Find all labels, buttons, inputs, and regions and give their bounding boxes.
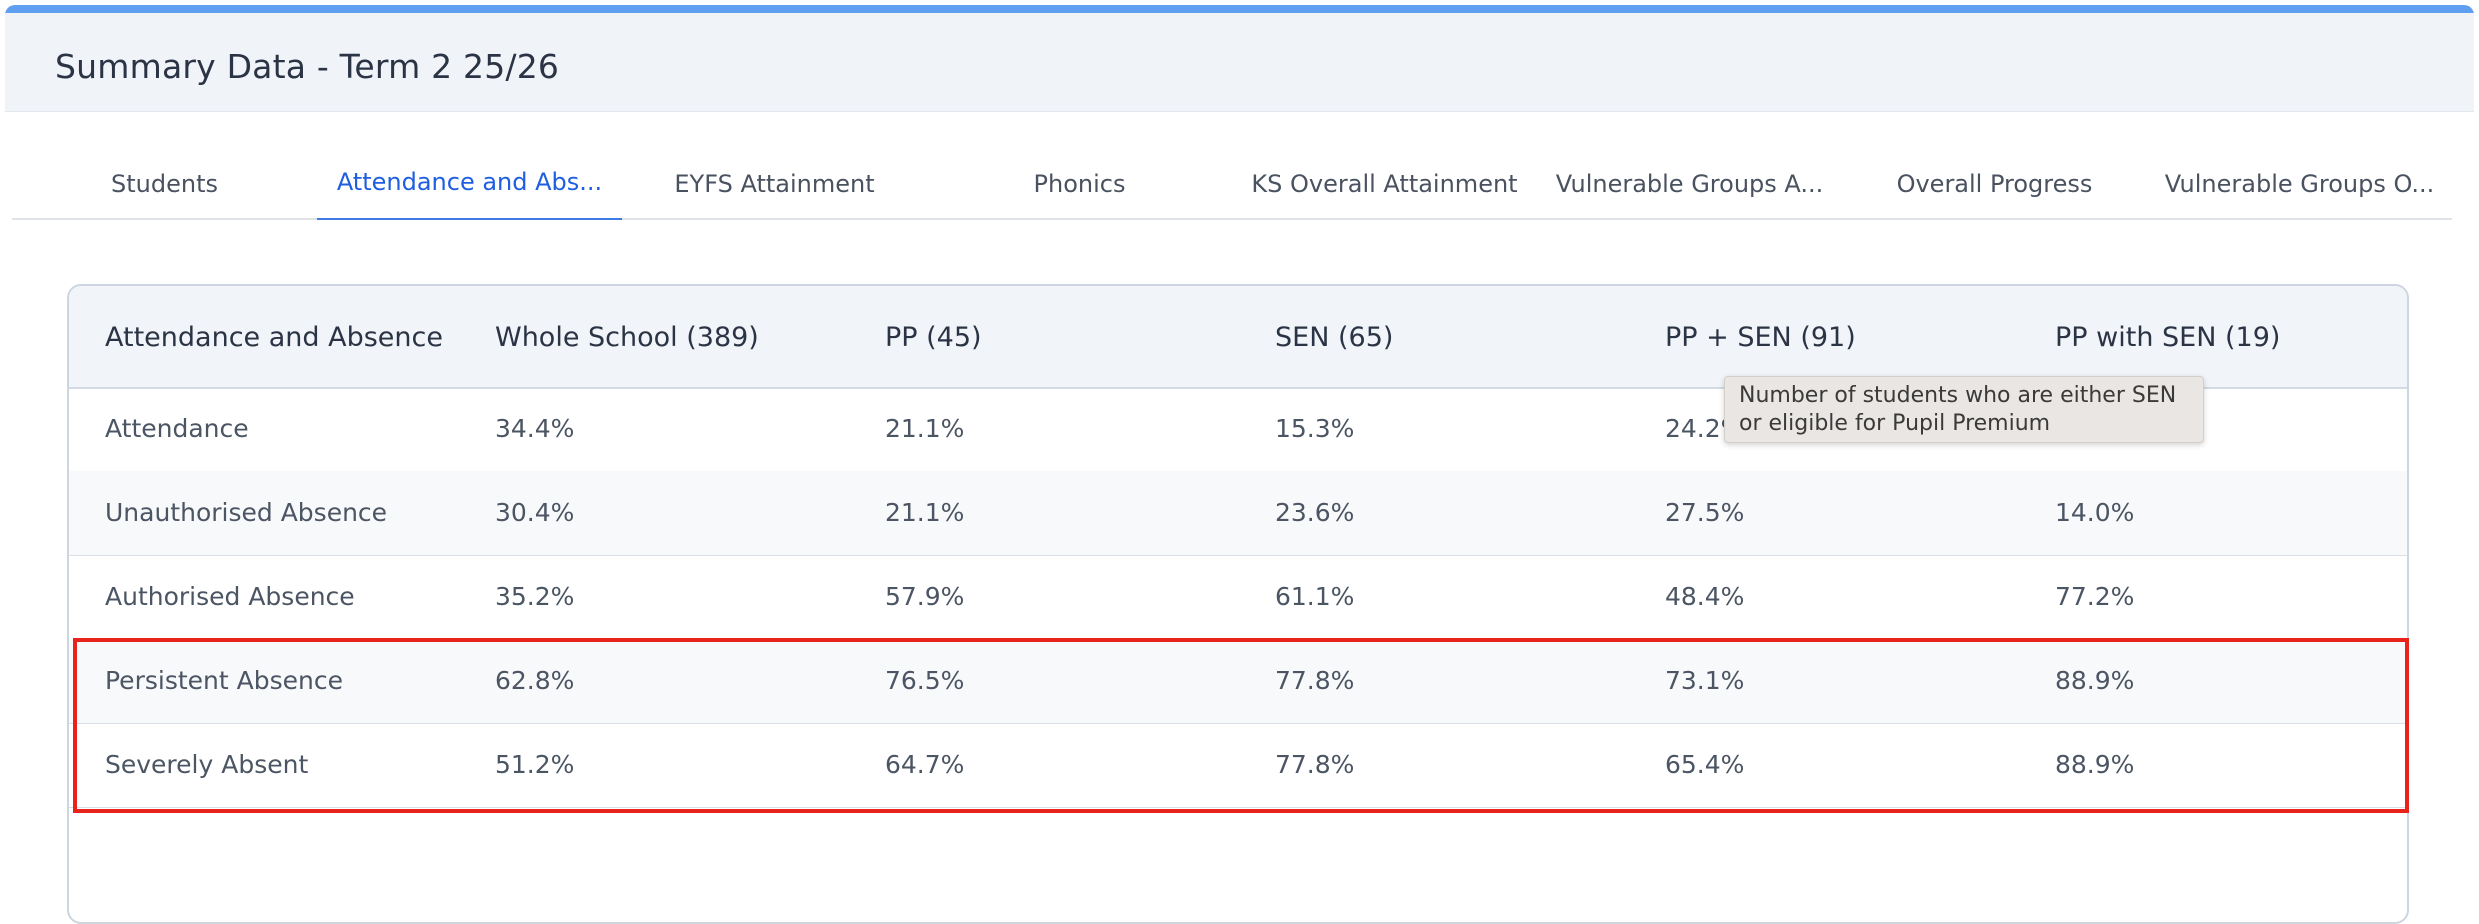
table-cell: 77.2% (2055, 582, 2135, 611)
column-header: Whole School (389) (495, 322, 759, 353)
table-cell: 57.9% (885, 582, 965, 611)
table-cell: Unauthorised Absence (105, 498, 388, 527)
table-row: Unauthorised Absence 30.4% 21.1% 23.6% 2… (69, 471, 2407, 556)
column-header: Attendance and Absence (105, 322, 443, 353)
table-row: Severely Absent 51.2% 64.7% 77.8% 65.4% … (69, 723, 2407, 808)
table-cell: 51.2% (495, 750, 575, 779)
table-cell: 15.3% (1275, 414, 1355, 443)
table-cell: 21.1% (885, 498, 965, 527)
column-header: SEN (65) (1275, 322, 1394, 353)
tab-phonics[interactable]: Phonics (927, 150, 1232, 220)
table-cell: 77.8% (1275, 750, 1355, 779)
table-cell: Authorised Absence (105, 582, 355, 611)
table-row: Authorised Absence 35.2% 57.9% 61.1% 48.… (69, 555, 2407, 640)
table-cell: 64.7% (885, 750, 965, 779)
table-cell: 88.9% (2055, 666, 2135, 695)
table-cell: 35.2% (495, 582, 575, 611)
table-cell: 76.5% (885, 666, 965, 695)
table-cell: Attendance (105, 414, 249, 443)
tab-ks-overall-attainment[interactable]: KS Overall Attainment (1232, 150, 1537, 220)
tab-attendance-and-absence[interactable]: Attendance and Abs... (317, 150, 622, 220)
table-row: Persistent Absence 62.8% 76.5% 77.8% 73.… (69, 639, 2407, 724)
table-cell: 77.8% (1275, 666, 1355, 695)
tab-students[interactable]: Students (12, 150, 317, 220)
column-header: PP (45) (885, 322, 982, 353)
table-cell: Severely Absent (105, 750, 309, 779)
tooltip: Number of students who are either SEN or… (1724, 376, 2204, 443)
table-cell: 48.4% (1665, 582, 1745, 611)
table-cell: 21.1% (885, 414, 965, 443)
tab-bar: Students Attendance and Abs... EYFS Atta… (12, 150, 2454, 220)
tab-eyfs-attainment[interactable]: EYFS Attainment (622, 150, 927, 220)
table-header-row: Attendance and Absence Whole School (389… (69, 286, 2407, 389)
table-cell: 65.4% (1665, 750, 1745, 779)
tab-overall-progress[interactable]: Overall Progress (1842, 150, 2147, 220)
table-cell: 34.4% (495, 414, 575, 443)
panel-header: Summary Data - Term 2 25/26 (5, 13, 2474, 112)
tab-vulnerable-groups-attainment[interactable]: Vulnerable Groups A... (1537, 150, 1842, 220)
table-cell: 27.5% (1665, 498, 1745, 527)
table-cell: 30.4% (495, 498, 575, 527)
table-cell: 62.8% (495, 666, 575, 695)
table-cell: 88.9% (2055, 750, 2135, 779)
column-header-pp-sen[interactable]: PP + SEN (91) (1665, 322, 1856, 353)
table-cell: Persistent Absence (105, 666, 343, 695)
table-cell: 61.1% (1275, 582, 1355, 611)
table-cell: 14.0% (2055, 498, 2135, 527)
page-title: Summary Data - Term 2 25/26 (55, 47, 560, 86)
column-header: PP with SEN (19) (2055, 322, 2281, 353)
table-cell: 23.6% (1275, 498, 1355, 527)
table-cell: 73.1% (1665, 666, 1745, 695)
tab-vulnerable-groups-overall[interactable]: Vulnerable Groups O... (2147, 150, 2452, 220)
